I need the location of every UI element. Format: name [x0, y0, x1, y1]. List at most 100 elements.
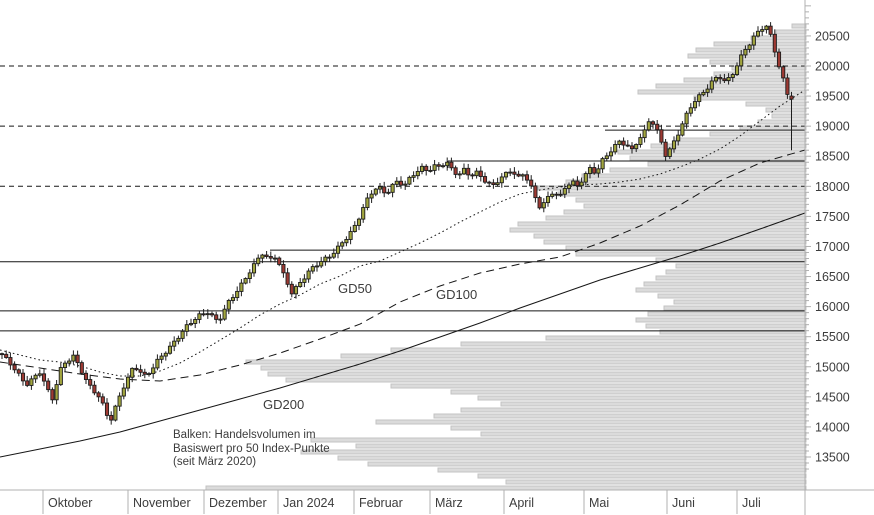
candle-down	[41, 373, 47, 382]
candle-down	[655, 123, 660, 131]
volume-bar	[337, 455, 807, 461]
candle-up	[293, 286, 299, 295]
volume-bar	[629, 155, 807, 161]
x-axis-label: Jan 2024	[283, 496, 334, 510]
volume-bar	[205, 485, 807, 491]
gd50-label: GD50	[338, 281, 372, 296]
candle-down	[772, 33, 777, 53]
candle-down	[201, 313, 206, 316]
candle-down	[424, 165, 429, 172]
candle-down	[289, 283, 294, 295]
candle-down	[382, 186, 387, 194]
volume-bar	[775, 29, 807, 35]
volume-bar	[655, 83, 807, 89]
candle-down	[20, 372, 26, 382]
candle-up	[205, 313, 210, 316]
candle-down	[214, 314, 219, 320]
candle-down	[482, 176, 488, 183]
candle-up	[671, 140, 677, 150]
volume-profile-bars	[205, 23, 807, 491]
candle-down	[470, 174, 475, 177]
candle-down	[92, 384, 97, 394]
gd100-label: GD100	[436, 287, 478, 302]
volume-bar	[693, 95, 807, 101]
candle-up	[407, 176, 412, 185]
candle-up	[587, 167, 593, 175]
candle-up	[415, 170, 420, 177]
candle-down	[96, 392, 101, 398]
candle-down	[12, 364, 17, 371]
candle-up	[608, 151, 614, 157]
candle-up	[176, 337, 181, 342]
candle-up	[344, 239, 349, 244]
candle-up	[239, 282, 244, 292]
candle-up	[327, 256, 332, 259]
candle-up	[634, 144, 639, 150]
volume-bar	[673, 299, 807, 305]
y-axis-label: 15500	[815, 330, 850, 344]
candle-up	[29, 378, 34, 386]
candle-up	[495, 182, 500, 186]
volume-bar	[505, 479, 807, 485]
volume-bar	[509, 227, 807, 233]
y-axis-label: 20000	[815, 60, 850, 74]
y-axis-label: 18000	[815, 180, 850, 194]
volume-bar	[709, 131, 807, 137]
candle-up	[218, 318, 223, 321]
gd50-line	[0, 89, 806, 377]
volume-bar	[745, 101, 807, 107]
candle-down	[558, 193, 563, 196]
volume-bar	[565, 245, 807, 251]
volume-bar	[375, 419, 807, 425]
candle-down	[134, 367, 139, 371]
candle-up	[335, 245, 341, 254]
volume-bar	[791, 23, 807, 29]
x-axis-label: Juni	[672, 496, 695, 510]
candle-up	[302, 278, 307, 283]
candle-up	[226, 300, 231, 310]
candle-down	[718, 76, 723, 80]
volume-bar	[647, 161, 807, 167]
candle-up	[180, 330, 185, 339]
candle-up	[155, 358, 160, 369]
candle-up	[701, 91, 706, 96]
volume-bar	[575, 197, 807, 203]
candle-up	[692, 101, 698, 109]
candle-down	[659, 129, 664, 143]
volume-bar	[533, 233, 807, 239]
candle-up	[151, 367, 156, 375]
volume-bar	[731, 65, 807, 71]
candle-down	[285, 272, 290, 285]
volume-bar	[635, 317, 807, 323]
candle-down	[104, 402, 110, 416]
candle-up	[403, 183, 408, 186]
candle-up	[373, 188, 378, 195]
candle-up	[709, 80, 714, 90]
candle-up	[67, 360, 72, 364]
candle-up	[172, 340, 177, 347]
candle-up	[159, 355, 164, 360]
candle-up	[520, 174, 525, 177]
volume-bar	[310, 437, 807, 443]
x-axis-label: November	[133, 496, 191, 510]
candle-up	[314, 265, 320, 268]
candle-up	[730, 74, 735, 78]
candle-down	[75, 354, 80, 364]
candle-up	[235, 290, 240, 299]
candle-up	[760, 29, 765, 32]
volume-bar	[757, 119, 807, 125]
candle-down	[25, 380, 30, 386]
volume-bar	[477, 395, 807, 401]
volume-bar	[675, 137, 807, 143]
candle-up	[684, 112, 689, 125]
volume-bar	[267, 371, 807, 377]
candle-up	[747, 44, 752, 50]
candle-down	[88, 379, 93, 386]
volume-bar	[637, 89, 807, 95]
candle-up	[457, 173, 462, 176]
candle-up	[503, 171, 509, 178]
y-axis-label: 19000	[815, 120, 850, 134]
candle-up	[646, 121, 651, 131]
candle-down	[524, 174, 530, 181]
